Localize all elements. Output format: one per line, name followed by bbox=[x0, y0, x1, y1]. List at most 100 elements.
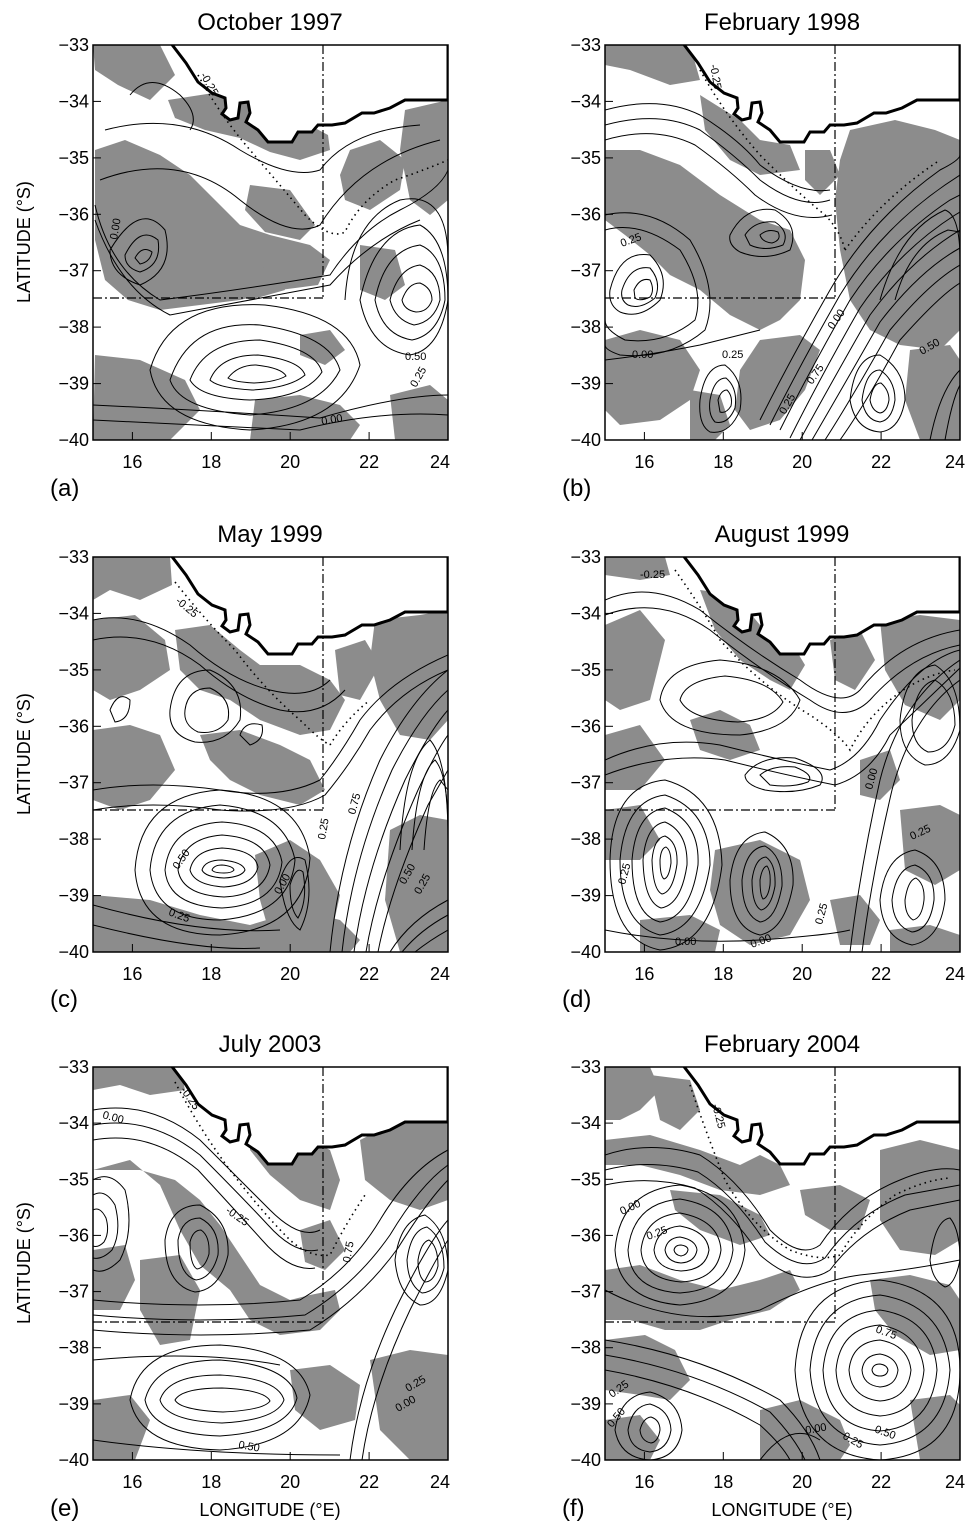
panel-e: July 2003 bbox=[50, 1031, 450, 1522]
x-tick-label: 20 bbox=[792, 452, 812, 472]
x-tick-label: 22 bbox=[359, 452, 379, 472]
y-tick-label: −33 bbox=[570, 35, 601, 55]
contour-label: 0.75 bbox=[346, 792, 363, 816]
x-axis-label: LONGITUDE (°E) bbox=[711, 1500, 852, 1520]
y-tick-label: −35 bbox=[58, 148, 89, 168]
land-mass bbox=[682, 1067, 960, 1166]
y-tick-label: −39 bbox=[58, 886, 89, 906]
contour-label: 0.00 bbox=[804, 1421, 827, 1437]
y-tick-label: −34 bbox=[58, 603, 89, 623]
y-tick-labels: −33 −34 −35 −36 −37 −38 −39 −40 bbox=[570, 35, 601, 450]
contour-label: 0.50 bbox=[237, 1439, 260, 1455]
y-tick-label: −39 bbox=[570, 1394, 601, 1414]
y-tick-label: −39 bbox=[570, 886, 601, 906]
dotted-contours bbox=[674, 569, 956, 752]
contour-label: 0.00 bbox=[675, 936, 696, 948]
y-tick-label: −33 bbox=[58, 547, 89, 567]
y-ticks bbox=[605, 556, 613, 953]
y-tick-label: −34 bbox=[58, 91, 89, 111]
panel-label: (c) bbox=[50, 986, 78, 1013]
x-tick-label: 24 bbox=[430, 452, 450, 472]
y-tick-label: −36 bbox=[570, 1225, 601, 1245]
contour-label-group: -0.25 0.00 0.25 0.25 0.25 0.00 0.00 bbox=[616, 569, 932, 951]
y-tick-label: −40 bbox=[570, 430, 601, 450]
x-tick-label: 24 bbox=[945, 452, 965, 472]
y-tick-label: −37 bbox=[570, 261, 601, 281]
shaded-regions bbox=[605, 557, 960, 952]
contour-label: 0.50 bbox=[405, 351, 426, 363]
x-tick-label: 18 bbox=[201, 1472, 221, 1492]
contour-lines bbox=[605, 103, 960, 440]
x-tick-labels: 16 18 20 22 24 bbox=[122, 452, 450, 472]
contour-label: 0.25 bbox=[619, 231, 643, 250]
land-mass bbox=[170, 45, 448, 144]
y-axis-label: LATITUDE (°S) bbox=[14, 181, 34, 303]
x-ticks bbox=[131, 944, 449, 952]
y-tick-label: −33 bbox=[570, 547, 601, 567]
x-ticks bbox=[131, 432, 449, 440]
plot-frame bbox=[92, 1066, 449, 1461]
plot-frame bbox=[604, 44, 961, 441]
x-tick-label: 24 bbox=[945, 964, 965, 984]
x-tick-label: 24 bbox=[430, 964, 450, 984]
panel-f: February 2004 bbox=[562, 1031, 965, 1522]
panel-c: May 1999 bbox=[50, 521, 450, 1013]
panel-map bbox=[93, 1067, 448, 1460]
contour-label: 0.50 bbox=[171, 847, 193, 871]
panel-b: February 1998 bbox=[562, 9, 965, 502]
y-tick-label: −40 bbox=[570, 942, 601, 962]
dotted-contours bbox=[174, 581, 371, 746]
y-tick-labels: −33 −34 −35 −36 −37 −38 −39 −40 bbox=[58, 1057, 89, 1470]
y-tick-label: −38 bbox=[58, 829, 89, 849]
panel-map bbox=[605, 1067, 960, 1460]
y-tick-label: −33 bbox=[570, 1057, 601, 1077]
panel-map bbox=[605, 557, 960, 952]
y-tick-label: −38 bbox=[570, 317, 601, 337]
contour-label: 0.25 bbox=[316, 817, 332, 840]
shaded-regions bbox=[93, 557, 448, 952]
contour-label: -0.25 bbox=[223, 1205, 250, 1229]
panel-label: (e) bbox=[50, 1495, 79, 1522]
y-axis-label: LATITUDE (°S) bbox=[14, 693, 34, 815]
x-tick-label: 22 bbox=[871, 1472, 891, 1492]
panel-title: February 2004 bbox=[704, 1031, 860, 1058]
x-tick-labels: 16 18 20 22 24 bbox=[122, 964, 450, 984]
y-tick-label: −37 bbox=[570, 1282, 601, 1302]
contour-lines bbox=[93, 1107, 448, 1460]
plot-frame bbox=[92, 44, 449, 441]
panel-title: February 1998 bbox=[704, 9, 860, 36]
contour-label: 0.25 bbox=[408, 365, 429, 390]
y-tick-label: −37 bbox=[58, 261, 89, 281]
x-axis-label: LONGITUDE (°E) bbox=[199, 1500, 340, 1520]
y-tick-label: −36 bbox=[58, 716, 89, 736]
land-mass bbox=[170, 1067, 448, 1166]
y-tick-label: −34 bbox=[58, 1113, 89, 1133]
x-tick-label: 20 bbox=[280, 452, 300, 472]
y-tick-label: −38 bbox=[570, 829, 601, 849]
contour-label: 0.00 bbox=[863, 767, 880, 791]
y-tick-label: −39 bbox=[58, 374, 89, 394]
y-tick-label: −35 bbox=[570, 148, 601, 168]
land-mass bbox=[682, 557, 960, 656]
contour-lines bbox=[93, 82, 448, 431]
x-ticks bbox=[643, 432, 961, 440]
contour-label: 0.00 bbox=[101, 1109, 125, 1126]
x-tick-labels: 16 18 20 22 24 bbox=[634, 964, 965, 984]
contour-label: 0.00 bbox=[632, 349, 653, 361]
panel-label: (b) bbox=[562, 475, 591, 502]
contour-lines bbox=[605, 591, 960, 952]
x-tick-label: 22 bbox=[359, 1472, 379, 1492]
y-ticks bbox=[93, 1066, 101, 1461]
y-tick-label: −35 bbox=[570, 660, 601, 680]
y-tick-label: −35 bbox=[58, 1169, 89, 1189]
y-tick-label: −35 bbox=[58, 660, 89, 680]
x-tick-label: 18 bbox=[201, 452, 221, 472]
y-tick-labels: −33 −34 −35 −36 −37 −38 −39 −40 bbox=[58, 547, 89, 962]
y-ticks bbox=[605, 1066, 613, 1461]
y-tick-label: −39 bbox=[58, 1394, 89, 1414]
contour-label: 0.00 bbox=[108, 217, 124, 240]
panel-map bbox=[605, 45, 960, 440]
x-tick-label: 20 bbox=[792, 1472, 812, 1492]
contour-label: -0.25 bbox=[173, 595, 200, 620]
